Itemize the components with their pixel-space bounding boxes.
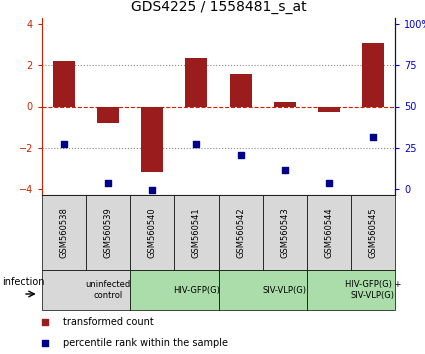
Point bbox=[105, 180, 112, 185]
Bar bbox=[42, 195, 86, 270]
Point bbox=[193, 141, 200, 146]
Point bbox=[149, 187, 156, 193]
Text: GSM560544: GSM560544 bbox=[324, 207, 333, 258]
Point bbox=[41, 340, 48, 346]
Bar bbox=[307, 195, 351, 270]
Bar bbox=[141, 107, 163, 172]
Bar bbox=[318, 107, 340, 112]
Bar bbox=[53, 61, 75, 107]
Text: HIV-GFP(G): HIV-GFP(G) bbox=[173, 285, 220, 295]
Text: GSM560545: GSM560545 bbox=[368, 207, 377, 258]
Point bbox=[281, 167, 288, 173]
Bar bbox=[130, 270, 218, 310]
Bar bbox=[218, 195, 263, 270]
Text: percentile rank within the sample: percentile rank within the sample bbox=[63, 338, 228, 348]
Bar bbox=[185, 58, 207, 107]
Bar bbox=[86, 195, 130, 270]
Title: GDS4225 / 1558481_s_at: GDS4225 / 1558481_s_at bbox=[131, 0, 306, 14]
Point bbox=[326, 180, 332, 185]
Bar bbox=[97, 107, 119, 123]
Bar bbox=[263, 195, 307, 270]
Text: HIV-GFP(G) +
SIV-VLP(G): HIV-GFP(G) + SIV-VLP(G) bbox=[345, 280, 401, 300]
Bar bbox=[174, 195, 218, 270]
Bar bbox=[42, 270, 130, 310]
Text: GSM560540: GSM560540 bbox=[148, 207, 157, 258]
Text: GSM560541: GSM560541 bbox=[192, 207, 201, 258]
Point bbox=[61, 141, 68, 146]
Bar bbox=[362, 43, 384, 107]
Text: infection: infection bbox=[2, 277, 45, 287]
Text: GSM560538: GSM560538 bbox=[60, 207, 68, 258]
Point bbox=[41, 320, 48, 325]
Text: GSM560539: GSM560539 bbox=[104, 207, 113, 258]
Point bbox=[237, 152, 244, 158]
Text: SIV-VLP(G): SIV-VLP(G) bbox=[263, 285, 307, 295]
Bar bbox=[307, 270, 395, 310]
Bar bbox=[274, 102, 296, 107]
Bar bbox=[230, 74, 252, 107]
Text: uninfected
control: uninfected control bbox=[85, 280, 131, 300]
Point bbox=[369, 135, 377, 140]
Bar bbox=[218, 270, 307, 310]
Text: GSM560542: GSM560542 bbox=[236, 207, 245, 258]
Text: transformed count: transformed count bbox=[63, 317, 154, 327]
Text: GSM560543: GSM560543 bbox=[280, 207, 289, 258]
Bar bbox=[351, 195, 395, 270]
Bar bbox=[130, 195, 174, 270]
